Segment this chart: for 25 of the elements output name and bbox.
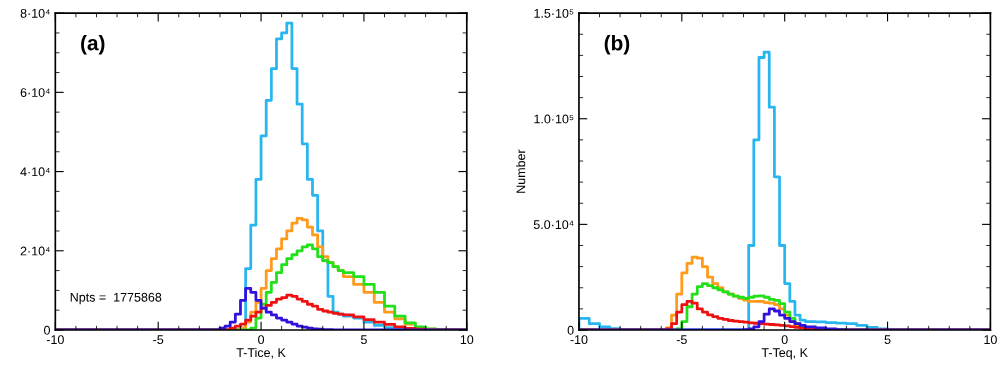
x-tick-label: 5	[884, 335, 891, 345]
y-tick-label: 1.5·10⁵	[534, 8, 574, 18]
x-tick-label: -5	[153, 335, 164, 345]
y-tick-label: 0	[44, 325, 50, 335]
x-tick-label: -5	[676, 335, 687, 345]
y-axis-title: Number	[516, 149, 526, 193]
x-tick-label: -10	[570, 335, 588, 345]
y-tick-label: 8·10⁴	[20, 8, 50, 18]
y-tick-label: 0	[567, 325, 574, 335]
x-tick-label: 0	[258, 335, 265, 345]
y-tick-label: 1.0·10⁵	[534, 114, 574, 124]
y-tick-label: 5.0·10⁴	[533, 220, 574, 230]
y-tick-label: 6·10⁴	[20, 88, 50, 97]
x-tick-label: 0	[781, 335, 788, 345]
annotation: (a)	[81, 35, 105, 55]
x-tick-label: -10	[46, 335, 64, 345]
x-axis-title: T-Tice, K	[236, 347, 286, 359]
x-axis-title: T-Teq, K	[761, 348, 808, 360]
x-tick-label: 5	[360, 335, 367, 345]
y-tick-label: 4·10⁴	[20, 167, 50, 177]
x-tick-label: 10	[460, 335, 474, 345]
annotation: (b)	[604, 35, 630, 55]
annotation: Npts = 1775868	[70, 292, 162, 305]
x-tick-label: 10	[984, 335, 997, 345]
y-tick-label: 2·10⁴	[20, 246, 50, 256]
